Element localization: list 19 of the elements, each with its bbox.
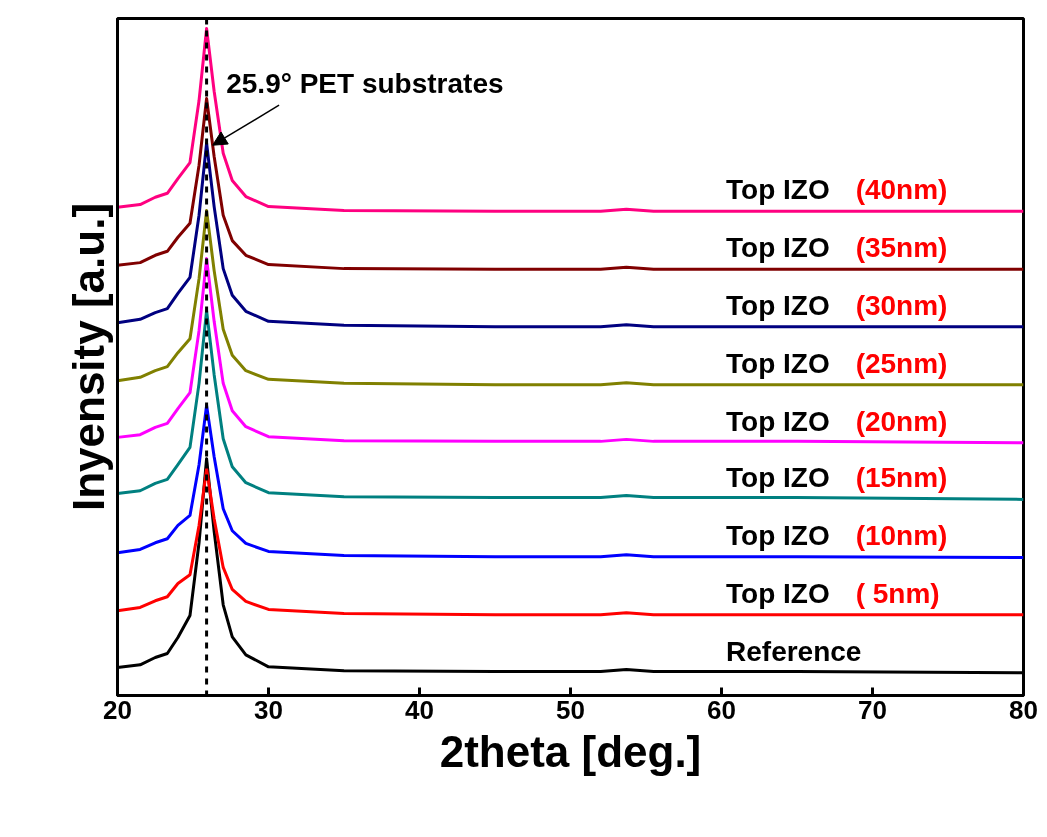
series-label: Top IZO ( 5nm) (726, 577, 940, 609)
x-axis-title: 2theta [deg.] (439, 726, 702, 776)
series-label: Top IZO (15nm) (726, 462, 948, 494)
x-tick-label: 40 (405, 694, 434, 725)
series-label: Top IZO (40nm) (726, 174, 948, 206)
x-tick-label: 20 (103, 694, 132, 725)
series-label: Top IZO (20nm) (726, 405, 948, 437)
x-tick-label: 30 (254, 694, 283, 725)
series-label: Reference (726, 635, 862, 667)
series-label: Top IZO (35nm) (726, 232, 948, 264)
y-axis-title: Inyensity [a.u.] (63, 202, 113, 512)
x-tick-label: 70 (858, 694, 887, 725)
x-tick-label: 50 (556, 694, 585, 725)
series-label: Top IZO (30nm) (726, 289, 948, 321)
series-label: Top IZO (10nm) (726, 520, 948, 552)
annotation: 25.9° PET substrates (226, 67, 504, 99)
x-tick-label: 80 (1009, 694, 1038, 725)
series-label: Top IZO (25nm) (726, 347, 948, 379)
x-tick-label: 60 (707, 694, 736, 725)
